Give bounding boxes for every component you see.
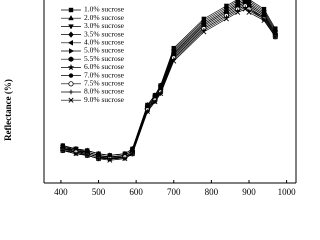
legend-marker (68, 31, 74, 38)
legend-marker (68, 24, 74, 30)
legend-label: 3.5% sucrose (84, 29, 125, 38)
marker (129, 151, 135, 157)
background (0, 0, 300, 200)
legend-label: 1.0% sucrose (84, 5, 125, 14)
marker (84, 152, 90, 158)
y-axis-label: Reflectance (%) (3, 79, 13, 141)
legend-marker (68, 73, 74, 78)
marker (144, 108, 150, 115)
marker (158, 91, 164, 97)
legend-marker (68, 81, 74, 87)
marker (122, 156, 128, 162)
chart: Reflectance (%) 400 500 600 700 800 900 1000 1.… (0, 0, 300, 200)
legend-marker (67, 63, 75, 71)
marker (107, 157, 113, 163)
legend-label: 3.0% sucrose (84, 21, 125, 30)
marker (246, 9, 252, 15)
legend-label: 4.0% sucrose (84, 38, 125, 47)
x-tick-label: 500 (92, 187, 106, 197)
x-tick-label: 800 (205, 187, 219, 197)
legend-marker (68, 15, 74, 21)
legend-label: 2.0% sucrose (84, 13, 125, 22)
marker (201, 29, 207, 35)
legend-label: 6.0% sucrose (84, 62, 125, 71)
legend-label: 9.0% sucrose (84, 95, 125, 104)
x-tick-label: 400 (54, 187, 68, 197)
legend-label: 7.0% sucrose (84, 70, 125, 79)
x-tick-label: 700 (167, 187, 181, 197)
marker (96, 156, 102, 162)
x-tick-label: 600 (129, 187, 143, 197)
x-tick-label: 1000 (278, 187, 297, 197)
legend-marker (68, 7, 74, 13)
marker (235, 9, 241, 15)
series-line (62, 0, 276, 156)
marker (60, 147, 66, 154)
legend-marker (68, 97, 74, 103)
page: Reflectance (%) 400 500 600 700 800 900 1000 1.… (0, 0, 300, 200)
marker (73, 151, 79, 157)
legend-marker (68, 48, 75, 54)
legend-label: 7.5% sucrose (84, 79, 125, 88)
legend-marker (68, 56, 74, 62)
legend-marker (68, 89, 74, 95)
x-tick-label: 900 (242, 187, 256, 197)
marker (152, 99, 158, 105)
legend-label: 8.0% sucrose (84, 87, 125, 96)
marker (261, 17, 267, 24)
legend-marker (67, 39, 74, 46)
marker (171, 58, 177, 64)
marker (272, 34, 278, 40)
legend-label: 5.5% sucrose (84, 54, 125, 63)
marker (223, 16, 229, 22)
legend-label: 5.0% sucrose (84, 46, 125, 55)
